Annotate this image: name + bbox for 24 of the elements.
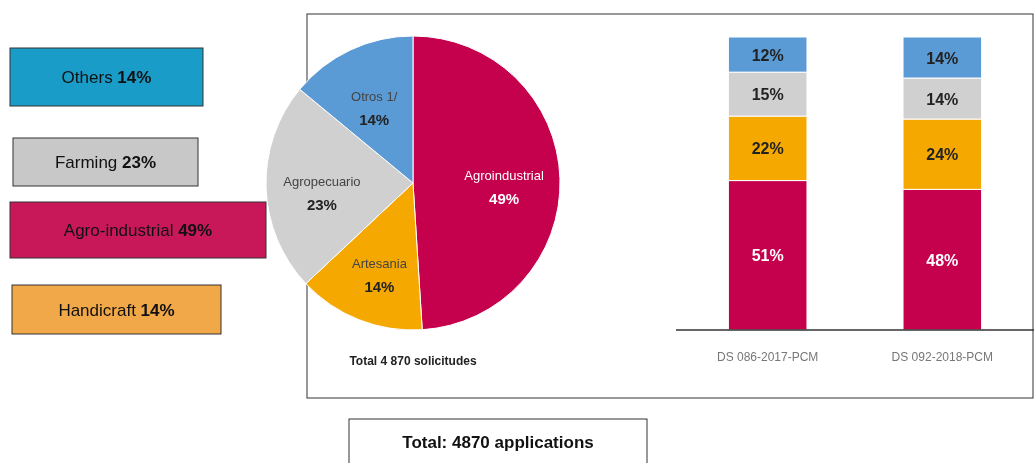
x-tick-label: DS 086-2017-PCM [716, 350, 819, 364]
data-label: 14% [926, 49, 959, 67]
data-label: 15% [751, 86, 784, 104]
x-tick-label: DS 092-2018-PCM [891, 350, 994, 364]
text: Total 4 870 solicitudes [349, 354, 477, 368]
text: Total: 4870 applications [402, 433, 594, 452]
slice-label: Agroindustrial [464, 168, 544, 184]
data-label: 12% [751, 46, 784, 64]
text: Handicraft 14% [58, 300, 175, 320]
text: Farming 23% [54, 153, 157, 172]
data-label: 22% [751, 140, 784, 158]
text: Agro-industrial 49% [63, 221, 213, 240]
data-label: 14% [359, 110, 390, 128]
data-label: 49% [489, 190, 520, 208]
data-label: 24% [926, 146, 959, 164]
slice-label: Agropecuario [283, 173, 361, 189]
data-label: 48% [926, 251, 959, 269]
text: Others 14% [61, 68, 152, 87]
data-label: 23% [306, 195, 337, 213]
slice-label: Artesania [351, 255, 408, 271]
slice-label: Otros 1/ [351, 88, 398, 104]
data-label: 14% [364, 277, 395, 295]
data-label: 51% [751, 247, 784, 265]
data-label: 14% [926, 90, 959, 108]
